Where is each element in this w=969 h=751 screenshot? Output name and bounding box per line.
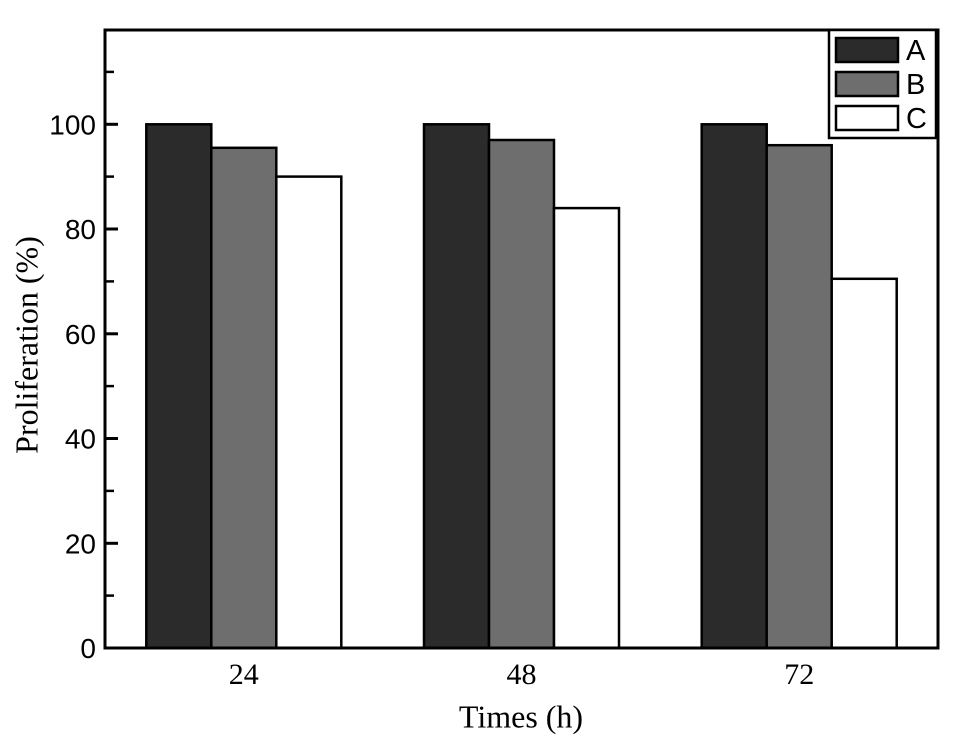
bar-C-48 — [552, 206, 621, 650]
plot-frame — [103, 28, 940, 650]
y-tick-label: 0 — [80, 633, 96, 664]
y-tick-label: 80 — [65, 214, 96, 245]
legend-swatch-C — [834, 104, 900, 132]
bar-C-72 — [830, 277, 898, 650]
bar-C-24 — [275, 175, 343, 650]
bar-A-72 — [700, 123, 768, 650]
bar-B-24 — [210, 146, 278, 650]
y-tick-label: 60 — [65, 319, 96, 350]
bar-B-48 — [487, 138, 556, 650]
legend-label-B: B — [906, 69, 925, 101]
y-axis-title: Proliferation (%) — [8, 236, 45, 454]
legend-label-C: C — [906, 103, 927, 135]
x-axis-title: Times (h) — [458, 698, 584, 735]
legend-label-A: A — [906, 35, 926, 67]
bar-A-24 — [145, 123, 213, 650]
y-tick-label: 40 — [65, 424, 96, 455]
bar-B-72 — [765, 143, 833, 650]
legend-swatch-B — [834, 70, 900, 98]
legend-swatch-A — [834, 36, 900, 64]
x-tick-label: 24 — [229, 658, 259, 691]
y-tick-label: 100 — [49, 109, 96, 140]
x-tick-label: 48 — [507, 658, 537, 691]
x-tick-label: 72 — [784, 658, 814, 691]
bar-A-48 — [422, 123, 491, 650]
y-tick-label: 20 — [65, 528, 96, 559]
